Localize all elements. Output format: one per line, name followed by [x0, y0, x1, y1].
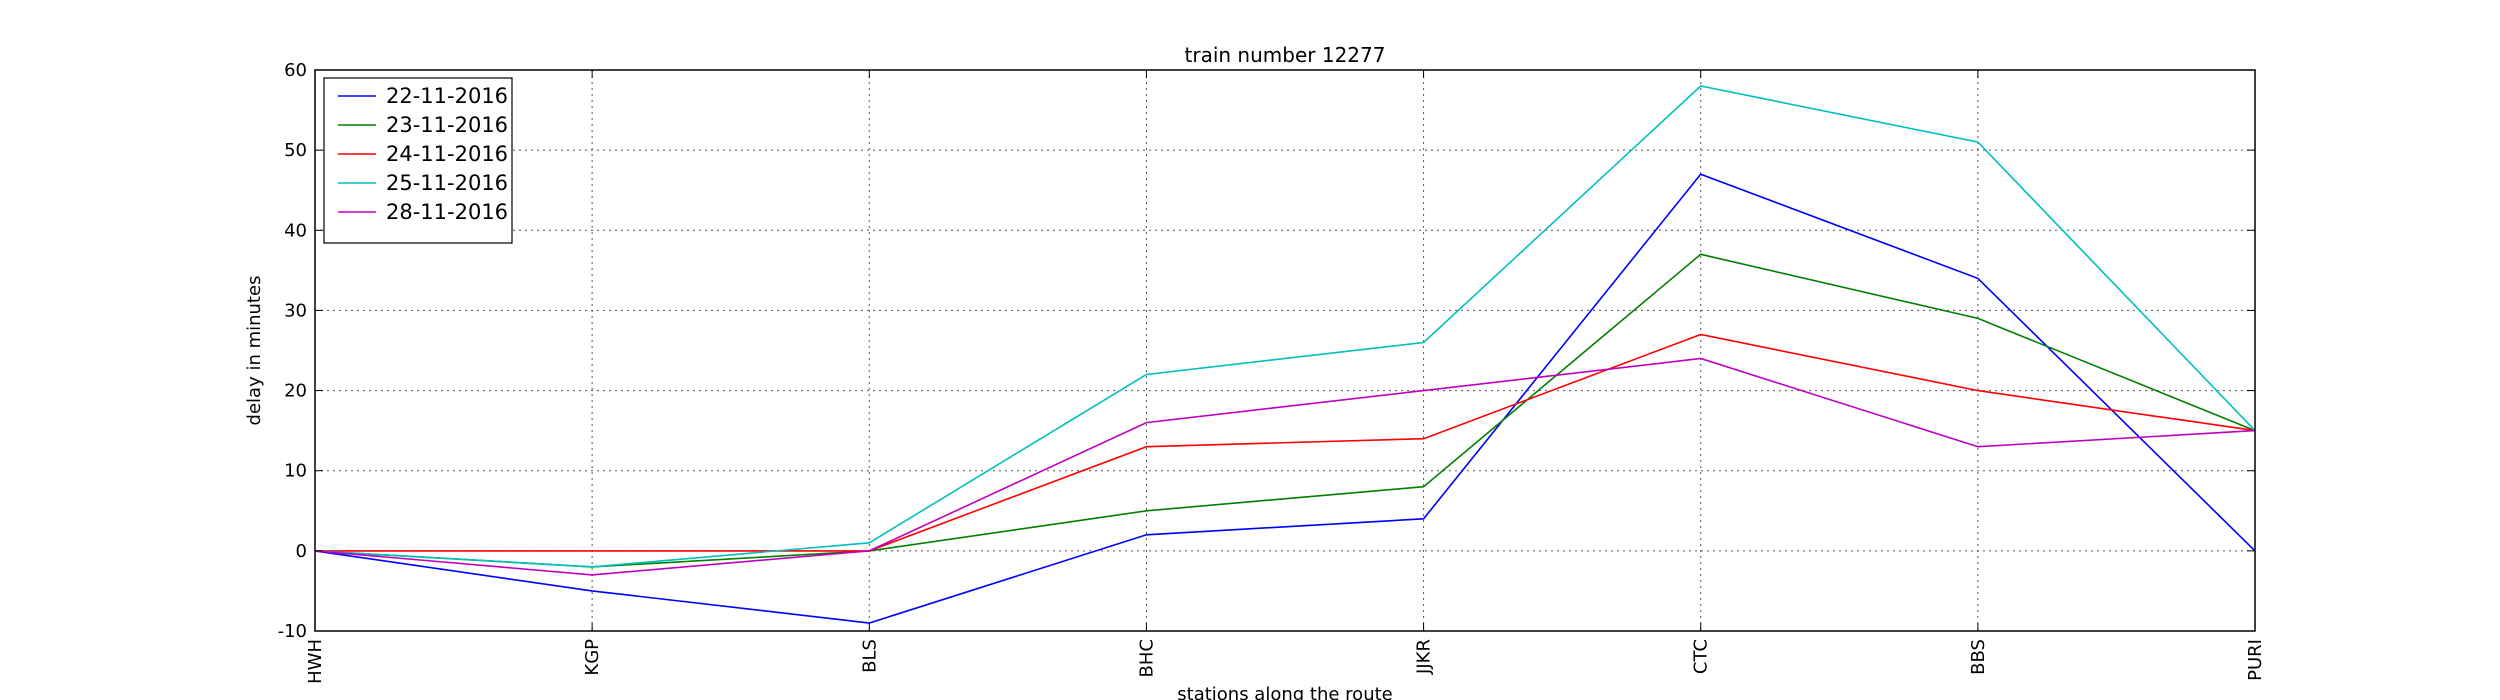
legend: 22-11-2016 23-11-2016 24-11-2016 25-11-2016…: [323, 77, 513, 244]
x-tick-label: HWH: [305, 639, 326, 684]
y-tick-label: 30: [284, 300, 307, 321]
y-tick-label: -10: [278, 621, 307, 642]
legend-box: [323, 77, 513, 244]
legend-label: 23-11-2016: [386, 113, 508, 137]
legend-label: 28-11-2016: [386, 200, 508, 224]
y-axis-title: delay in minutes: [244, 276, 265, 426]
x-tick-label: BHC: [1136, 639, 1157, 677]
legend-label: 24-11-2016: [386, 142, 508, 166]
y-tick-label: 10: [284, 461, 307, 482]
y-tick-label: 0: [296, 541, 307, 562]
plot-area-frame: [314, 69, 2256, 632]
y-tick-label: 20: [284, 381, 307, 402]
y-tick-label: 60: [284, 60, 307, 81]
series-line: [314, 85, 2256, 568]
series-line: [314, 173, 2256, 624]
x-tick-label: JJKR: [1414, 639, 1435, 675]
x-tick-label: BLS: [859, 639, 880, 673]
series-lines: [314, 85, 2256, 624]
legend-label: 25-11-2016: [386, 171, 508, 195]
x-tick-label: PURI: [2245, 639, 2266, 681]
x-tick-label: CTC: [1691, 639, 1712, 674]
series-line: [314, 253, 2256, 568]
grid-lines: [314, 69, 2256, 632]
series-line: [314, 357, 2256, 576]
y-tick-label: 50: [284, 140, 307, 161]
chart-title: train number 12277: [1185, 43, 1386, 67]
legend-label: 22-11-2016: [386, 84, 508, 108]
x-axis-title: stations along the route: [1177, 684, 1392, 700]
axis-ticks: HWH KGP BLS BHC JJKR CTC BBS PURI -10 0 10 20 30 40 50…: [278, 60, 2266, 684]
x-tick-label: BBS: [1968, 639, 1989, 675]
series-line: [315, 333, 2256, 552]
y-tick-label: 40: [284, 220, 307, 241]
x-tick-label: KGP: [582, 639, 603, 676]
